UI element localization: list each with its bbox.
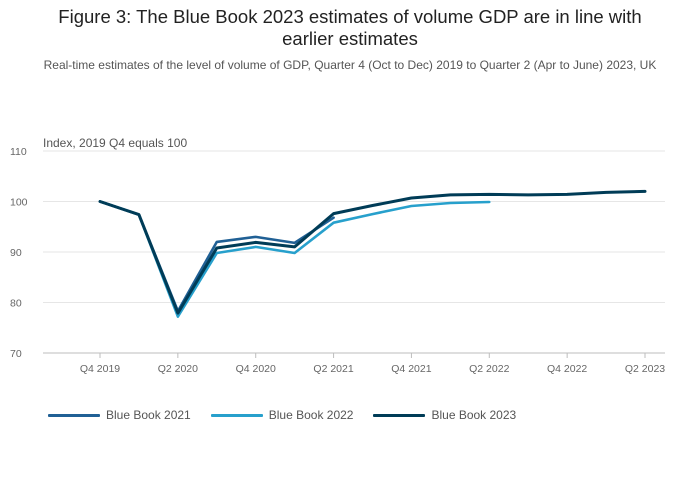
- x-tick-label: Q4 2021: [391, 363, 431, 375]
- legend-swatch: [373, 413, 426, 417]
- legend-swatch: [48, 413, 100, 417]
- legend-label: Blue Book 2022: [268, 408, 354, 422]
- y-tick-label: 80: [10, 298, 22, 310]
- chart-title: Figure 3: The Blue Book 2023 estimates o…: [0, 6, 700, 50]
- legend: Blue Book 2021 Blue Book 2022 Blue Book 20…: [48, 408, 536, 422]
- legend-item[interactable]: Blue Book 2022: [210, 408, 354, 422]
- gridlines: [43, 150, 665, 354]
- y-axis-label: Index, 2019 Q4 equals 100: [43, 136, 187, 150]
- y-tick-label: 100: [10, 197, 28, 209]
- x-tick-label: Q2 2020: [158, 363, 198, 375]
- x-tick-label: Q2 2022: [469, 363, 509, 375]
- x-tick-label: Q4 2022: [547, 363, 587, 375]
- series-line-blue-book-2023: [98, 189, 647, 315]
- y-tick-label: 110: [10, 146, 27, 158]
- x-tick-label: Q4 2020: [236, 363, 276, 375]
- axes: 70 80 90 100 110 Q4 2019 Q2 2020 Q4 2020 Q2 2021…: [10, 146, 665, 375]
- x-tick-label: Q4 2019: [80, 363, 120, 375]
- chart-subtitle: Real-time estimates of the level of volu…: [43, 58, 657, 72]
- series-lines: [98, 189, 647, 318]
- chart-title-line-2: earlier estimates: [282, 28, 418, 49]
- x-tick-label: Q2 2023: [625, 363, 665, 375]
- legend-label: Blue Book 2023: [431, 408, 517, 422]
- y-tick-label: 70: [10, 348, 22, 360]
- legend-item[interactable]: Blue Book 2023: [373, 408, 516, 422]
- legend-item[interactable]: Blue Book 2021: [48, 408, 191, 422]
- legend-swatch: [210, 413, 263, 417]
- series-line-blue-book-2022: [98, 200, 491, 318]
- series-line-blue-book-2021: [98, 200, 335, 313]
- x-tick-label: Q2 2021: [313, 363, 353, 375]
- y-tick-label: 90: [10, 247, 22, 259]
- legend-label: Blue Book 2021: [106, 408, 191, 422]
- chart-title-line-1: Figure 3: The Blue Book 2023 estimates o…: [58, 6, 642, 27]
